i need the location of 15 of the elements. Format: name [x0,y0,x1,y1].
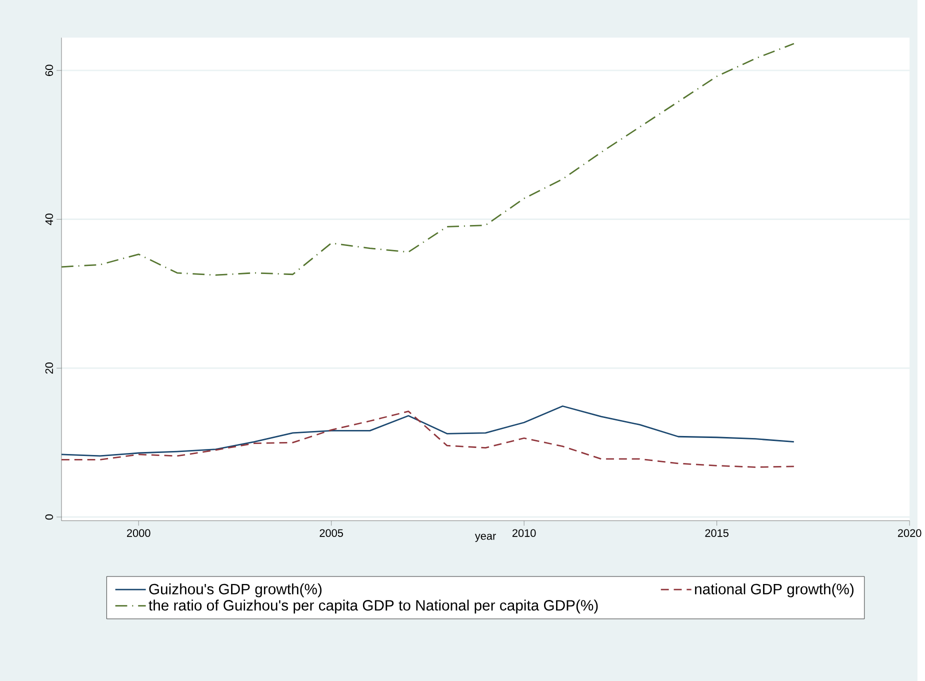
x-tick-label: 2015 [705,529,728,537]
y-tick-label: 20 [45,362,54,374]
y-tick-label: 0 [45,514,54,520]
line-series [60,405,795,456]
legend-label: Guizhou's GDP growth(%) [149,583,322,598]
x-tick-label: 2000 [127,529,150,537]
x-axis-title: year [474,534,496,542]
legend-label: the ratio of Guizhou's per capita GDP to National per capita GDP(%) [148,599,598,614]
legend-label: national GDP growth(%) [695,583,854,598]
y-tick-label: 40 [45,213,54,225]
line-series [60,410,795,468]
x-tick-label: 2005 [320,529,344,537]
x-tick-label: 2020 [898,529,922,537]
x-tick-label: 2010 [512,529,536,537]
y-tick-label: 60 [45,64,54,76]
